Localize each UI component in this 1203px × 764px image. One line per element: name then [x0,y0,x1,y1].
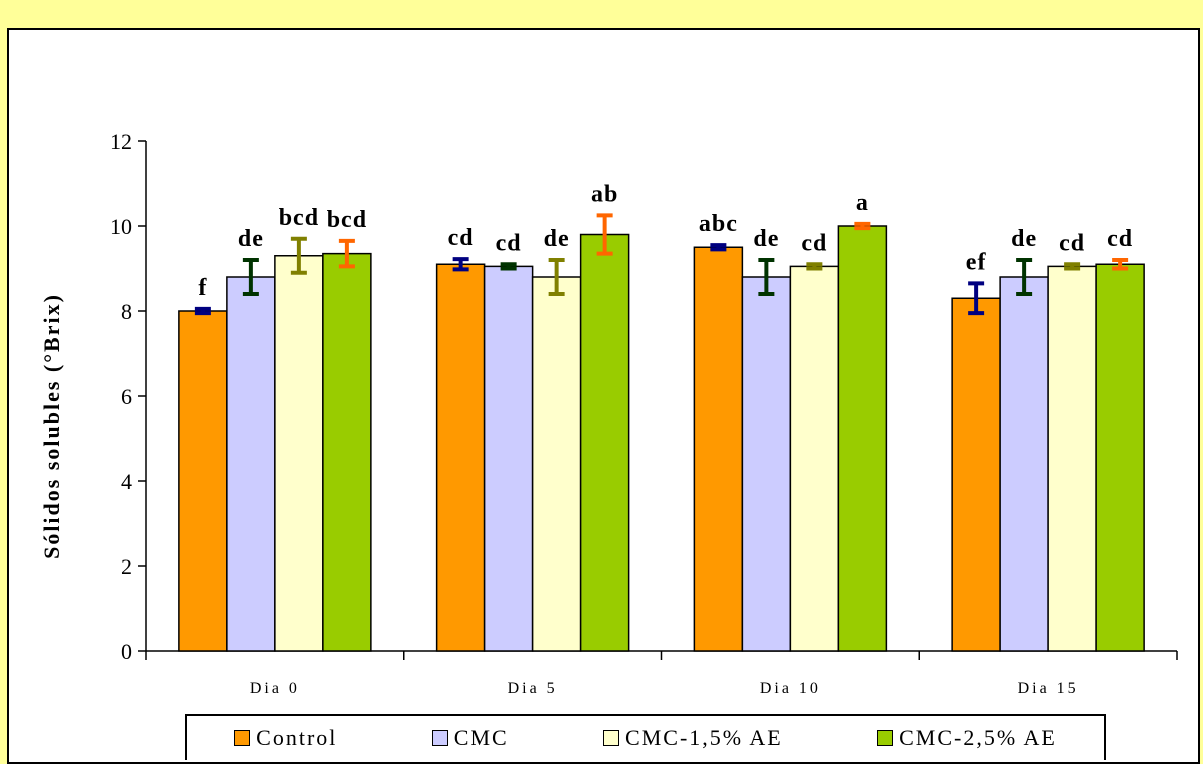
bar [579,233,630,652]
legend-item: Control [234,725,337,751]
bar [322,252,372,652]
y-tick-label: 10 [110,214,132,239]
significance-label: ab [591,181,618,207]
x-tick-label: Dia 10 [760,680,821,697]
bar [951,297,1001,652]
significance-label: de [753,226,779,252]
significance-label: de [544,226,570,252]
chart-frame: 0 2 4 6 8 10 12 Dia 0 Dia 5 Dia 10 Dia 15 f cd abc ef… [7,28,1200,764]
y-tick-label: 2 [121,554,132,579]
legend-swatch [877,730,894,746]
legend-swatch [603,730,620,746]
legend: Control CMC CMC-1,5% AE CMC-2,5% AE [185,714,1106,760]
significance-label: abc [699,211,738,237]
significance-label: bcd [327,207,367,233]
x-tick-label: Dia 0 [250,680,300,697]
legend-item: CMC [431,725,509,751]
bar [531,276,582,652]
bar [1047,265,1097,652]
bar [178,310,228,652]
bar [483,265,534,652]
significance-label: de [1011,226,1037,252]
bar [435,263,486,652]
y-tick-label: 8 [121,299,132,324]
bar [741,276,792,652]
significance-label: cd [496,230,522,256]
axes: 0 2 4 6 8 10 12 Dia 0 Dia 5 Dia 10 Dia 15 [110,129,1178,697]
x-tick-label: Dia 15 [1018,680,1079,697]
y-tick-label: 0 [121,639,132,664]
significance-label: de [238,226,264,252]
significance-label: cd [448,225,474,251]
legend-label: CMC-1,5% AE [625,725,783,750]
legend-item: CMC-1,5% AE [603,725,783,751]
bar-chart: 0 2 4 6 8 10 12 Dia 0 Dia 5 Dia 10 Dia 15 f cd abc ef… [39,129,1178,697]
bar [226,276,276,652]
y-tick-label: 4 [121,469,132,494]
bar [1095,263,1145,652]
legend-label: CMC-2,5% AE [899,725,1057,750]
y-axis-label: Sólidos solubles (°Brix) [39,293,64,559]
significance-label: cd [1059,230,1085,256]
bar [274,255,324,652]
significance-label: a [856,190,869,216]
legend-label: CMC [453,725,509,750]
legend-swatch [431,730,448,746]
bar [999,276,1049,652]
y-tick-label: 6 [121,384,132,409]
bar [789,265,840,652]
significance-label: bcd [279,205,319,231]
bar [693,246,744,652]
legend-item: CMC-2,5% AE [877,725,1057,751]
legend-label: Control [256,725,338,750]
significance-label: cd [1107,226,1133,252]
significance-label: cd [801,230,827,256]
y-tick-label: 12 [110,129,132,154]
significance-label: f [198,275,207,301]
bar [837,225,888,652]
significance-label: ef [966,249,987,275]
x-tick-label: Dia 5 [508,680,558,697]
legend-swatch [234,730,251,746]
